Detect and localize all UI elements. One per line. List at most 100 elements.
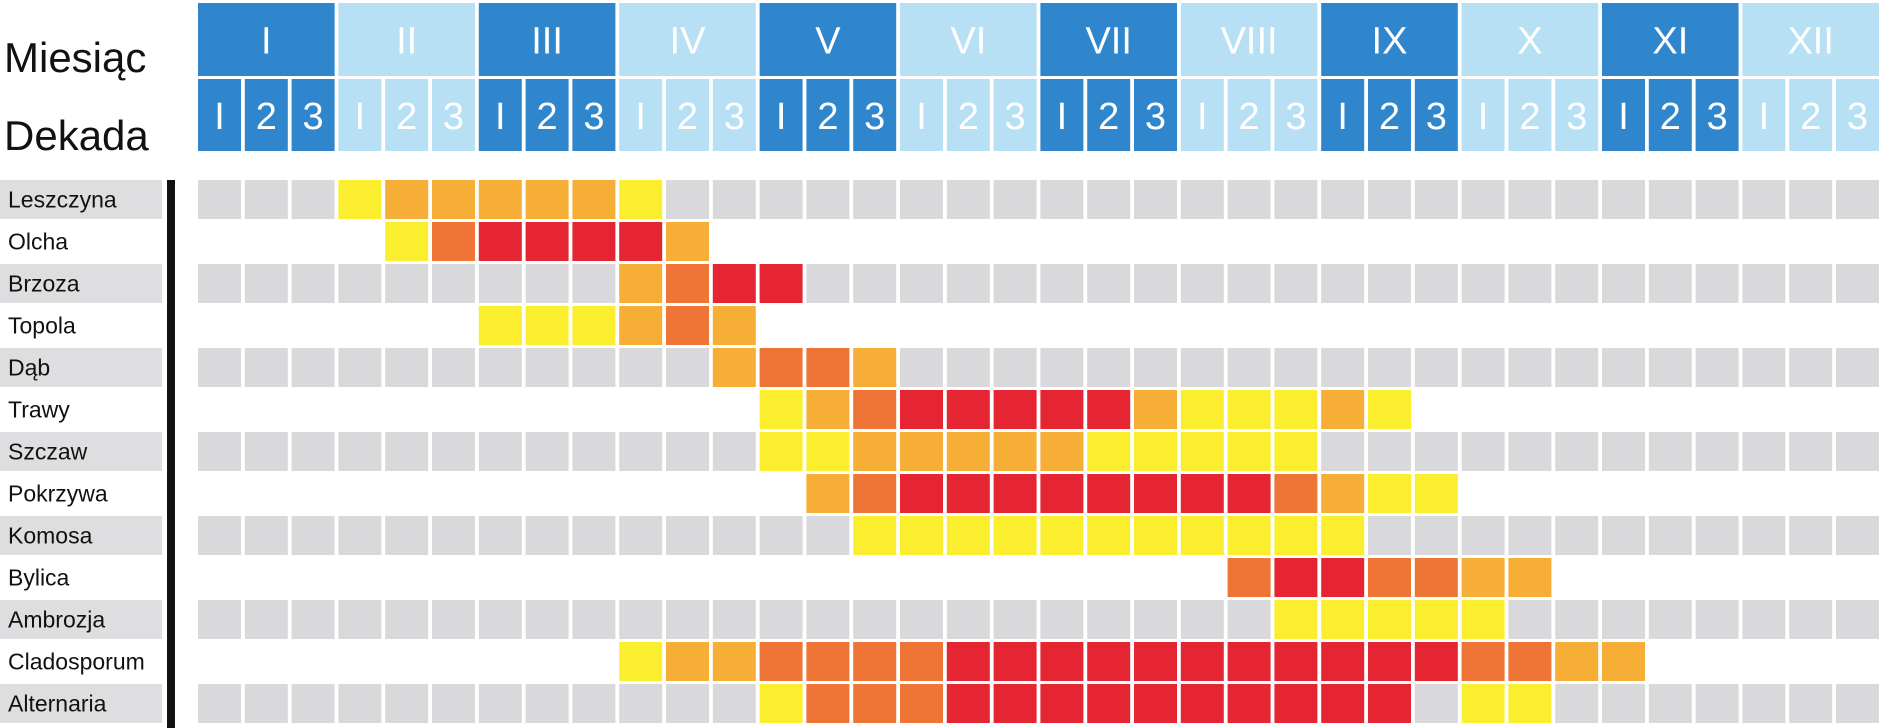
cell-Dąb-V-3 bbox=[853, 348, 897, 387]
decade-cell-IV-1 bbox=[619, 79, 663, 151]
decade-cell-VII-1 bbox=[1040, 79, 1084, 151]
cell-Alternaria-X-3 bbox=[1555, 684, 1599, 723]
decade-cell-XII-2 bbox=[1789, 79, 1833, 151]
decade-label-IX-3: 3 bbox=[1426, 96, 1447, 138]
cell-Brzoza-XI-3 bbox=[1695, 264, 1739, 303]
cell-Alternaria-XII-1 bbox=[1742, 684, 1786, 723]
cell-Dąb-II-1 bbox=[338, 348, 382, 387]
cell-Leszczyna-VI-2 bbox=[946, 180, 990, 219]
decade-label-III-1: I bbox=[495, 96, 506, 138]
cell-Alternaria-V-1 bbox=[759, 684, 803, 723]
cell-Ambrozja-IX-2 bbox=[1368, 600, 1411, 639]
cell-Olcha-III-1 bbox=[478, 222, 522, 261]
cell-Cladosporum-XI-1 bbox=[1602, 642, 1645, 681]
cell-Brzoza-XII-1 bbox=[1742, 264, 1786, 303]
cell-Leszczyna-III-3 bbox=[572, 180, 616, 219]
cell-Alternaria-XI-3 bbox=[1695, 684, 1739, 723]
cell-Szczaw-V-2 bbox=[806, 432, 850, 471]
cell-Brzoza-VIII-2 bbox=[1227, 264, 1271, 303]
cell-Pokrzywa-V-3 bbox=[853, 474, 897, 513]
cell-Trawy-V-2 bbox=[806, 390, 850, 429]
cell-Alternaria-V-3 bbox=[853, 684, 897, 723]
cell-Trawy-VII-1 bbox=[1040, 390, 1084, 429]
row-band-Dąb bbox=[0, 348, 162, 387]
decade-label-V-2: 2 bbox=[817, 96, 838, 138]
cell-Brzoza-V-2 bbox=[806, 264, 850, 303]
cell-Ambrozja-II-3 bbox=[432, 600, 475, 639]
cell-Szczaw-IX-3 bbox=[1414, 432, 1458, 471]
cell-Szczaw-X-3 bbox=[1555, 432, 1599, 471]
cell-Komosa-III-2 bbox=[525, 516, 569, 555]
month-label-XI: XI bbox=[1652, 21, 1688, 63]
cell-Brzoza-III-1 bbox=[478, 264, 522, 303]
cell-Szczaw-III-2 bbox=[525, 432, 569, 471]
month-cell-XI bbox=[1602, 3, 1739, 76]
cell-Dąb-VII-1 bbox=[1040, 348, 1084, 387]
month-label-X: X bbox=[1517, 21, 1542, 63]
cell-Leszczyna-X-3 bbox=[1555, 180, 1599, 219]
cell-Ambrozja-X-1 bbox=[1461, 600, 1505, 639]
cell-Ambrozja-IV-2 bbox=[666, 600, 709, 639]
cell-Komosa-VI-2 bbox=[946, 516, 990, 555]
cell-Komosa-V-2 bbox=[806, 516, 850, 555]
decade-cell-IX-3 bbox=[1414, 79, 1458, 151]
cell-Alternaria-XII-2 bbox=[1789, 684, 1833, 723]
cell-Szczaw-VII-3 bbox=[1134, 432, 1177, 471]
cell-Szczaw-XII-1 bbox=[1742, 432, 1786, 471]
cell-Pokrzywa-VIII-2 bbox=[1227, 474, 1271, 513]
cell-Leszczyna-VIII-2 bbox=[1227, 180, 1271, 219]
decade-cell-III-1 bbox=[478, 79, 522, 151]
cell-Alternaria-XI-1 bbox=[1602, 684, 1645, 723]
decade-cell-XI-3 bbox=[1695, 79, 1739, 151]
cell-Komosa-III-1 bbox=[478, 516, 522, 555]
cell-Komosa-V-3 bbox=[853, 516, 897, 555]
cell-Olcha-IV-2 bbox=[666, 222, 709, 261]
cell-Pokrzywa-IX-2 bbox=[1368, 474, 1411, 513]
cell-Brzoza-IX-2 bbox=[1368, 264, 1411, 303]
cell-Leszczyna-XII-1 bbox=[1742, 180, 1786, 219]
cell-Trawy-VIII-1 bbox=[1180, 390, 1224, 429]
cell-Szczaw-I-1 bbox=[198, 432, 241, 471]
decade-label-VIII-3: 3 bbox=[1285, 96, 1306, 138]
month-cell-VII bbox=[1040, 3, 1177, 76]
cell-Cladosporum-VI-1 bbox=[900, 642, 943, 681]
cell-Ambrozja-X-2 bbox=[1508, 600, 1552, 639]
cell-Komosa-X-3 bbox=[1555, 516, 1599, 555]
cell-Ambrozja-VIII-2 bbox=[1227, 600, 1271, 639]
cell-Dąb-XI-1 bbox=[1602, 348, 1645, 387]
cell-Leszczyna-I-2 bbox=[244, 180, 288, 219]
cell-Alternaria-I-2 bbox=[244, 684, 288, 723]
cell-Komosa-X-1 bbox=[1461, 516, 1505, 555]
cell-Trawy-IX-2 bbox=[1368, 390, 1411, 429]
decade-cell-VII-3 bbox=[1134, 79, 1177, 151]
cell-Komosa-VIII-2 bbox=[1227, 516, 1271, 555]
cell-Komosa-IX-2 bbox=[1368, 516, 1411, 555]
cell-Ambrozja-XII-2 bbox=[1789, 600, 1833, 639]
cell-Cladosporum-VI-2 bbox=[946, 642, 990, 681]
cell-Dąb-VII-3 bbox=[1134, 348, 1177, 387]
decade-cell-V-2 bbox=[806, 79, 850, 151]
row-label-Alternaria: Alternaria bbox=[8, 691, 107, 717]
cell-Szczaw-V-3 bbox=[853, 432, 897, 471]
decade-label-I-1: I bbox=[214, 96, 225, 138]
cell-Komosa-XII-2 bbox=[1789, 516, 1833, 555]
cell-Szczaw-I-2 bbox=[244, 432, 288, 471]
decade-label-X-2: 2 bbox=[1519, 96, 1540, 138]
cell-Alternaria-XII-3 bbox=[1836, 684, 1879, 723]
cell-Cladosporum-X-1 bbox=[1461, 642, 1505, 681]
decade-cell-IX-2 bbox=[1368, 79, 1411, 151]
decade-cell-V-3 bbox=[853, 79, 897, 151]
cell-Alternaria-IV-3 bbox=[712, 684, 756, 723]
decade-label-XII-2: 2 bbox=[1800, 96, 1821, 138]
cell-Brzoza-IV-3 bbox=[712, 264, 756, 303]
cell-Alternaria-X-1 bbox=[1461, 684, 1505, 723]
cell-Brzoza-IX-3 bbox=[1414, 264, 1458, 303]
decade-cell-VI-1 bbox=[900, 79, 943, 151]
cell-Cladosporum-VIII-3 bbox=[1274, 642, 1318, 681]
cell-Alternaria-II-1 bbox=[338, 684, 382, 723]
cell-Alternaria-V-2 bbox=[806, 684, 850, 723]
cell-Trawy-VI-3 bbox=[993, 390, 1037, 429]
cell-Ambrozja-VII-1 bbox=[1040, 600, 1084, 639]
cell-Komosa-VI-3 bbox=[993, 516, 1037, 555]
